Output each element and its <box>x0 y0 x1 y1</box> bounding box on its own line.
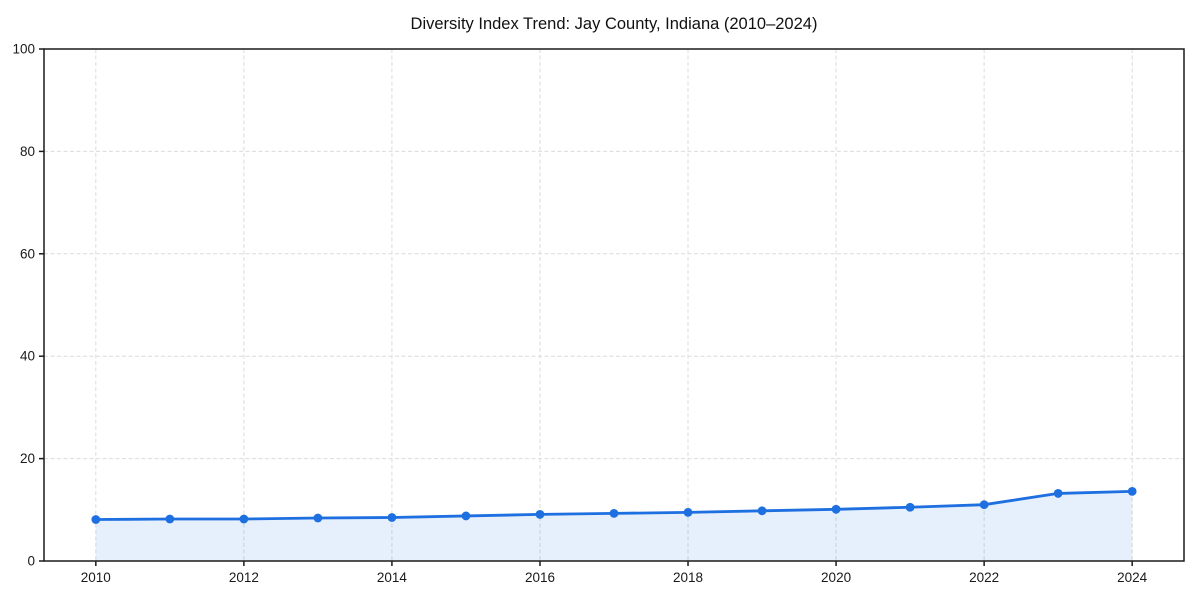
x-tick-label-2010: 2010 <box>81 570 111 585</box>
y-tick-label-0: 0 <box>27 554 35 569</box>
y-tick-label-100: 100 <box>12 42 35 57</box>
data-point-2021 <box>905 502 915 512</box>
x-tick-label-2016: 2016 <box>525 570 555 585</box>
chart-title: Diversity Index Trend: Jay County, India… <box>411 15 818 33</box>
y-tick-label-40: 40 <box>20 349 35 364</box>
data-point-2022 <box>979 500 989 510</box>
series-area-fill <box>95 491 1133 561</box>
data-point-2015 <box>461 511 471 521</box>
x-tick-label-2024: 2024 <box>1117 570 1148 585</box>
x-tick-label-2020: 2020 <box>821 570 851 585</box>
data-point-2013 <box>313 513 323 523</box>
plot-area: 2010 2012 2014 2016 2018 2020 2022 2024 0 20 40 60 8… <box>12 42 1185 585</box>
data-point-2019 <box>757 506 767 516</box>
data-point-2014 <box>387 513 397 522</box>
x-tick-label-2022: 2022 <box>969 570 999 585</box>
data-point-2024 <box>1127 486 1137 496</box>
data-point-2011 <box>165 514 175 524</box>
x-tick-label-2018: 2018 <box>673 570 703 585</box>
data-point-2016 <box>535 510 545 519</box>
data-point-2012 <box>239 514 249 524</box>
data-point-2017 <box>609 508 619 518</box>
data-point-2010 <box>91 515 101 524</box>
data-point-2018 <box>683 507 693 517</box>
x-tick-label-2012: 2012 <box>229 570 259 585</box>
x-tick-label-2014: 2014 <box>377 570 408 585</box>
data-point-2020 <box>831 504 841 514</box>
data-point-2023 <box>1053 489 1063 498</box>
y-tick-label-20: 20 <box>20 451 35 466</box>
y-tick-label-80: 80 <box>20 144 35 159</box>
y-tick-label-60: 60 <box>20 246 35 261</box>
axes-spines <box>43 48 1185 562</box>
